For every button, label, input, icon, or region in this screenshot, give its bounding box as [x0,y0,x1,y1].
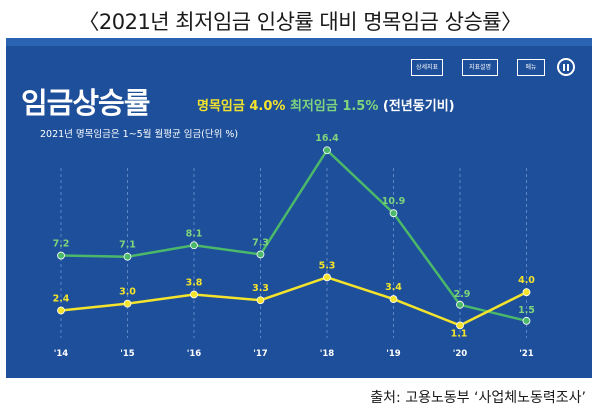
data-point [522,316,531,325]
data-point [57,251,65,260]
data-label: 7.3 [252,237,269,248]
yoy-text: (전년동기비) [382,99,455,114]
data-point [256,250,265,259]
panel-headline: 임금상승률 [21,86,150,120]
series-line [60,148,527,323]
menu-button[interactable]: 메뉴 [517,59,545,76]
x-tick-label: '19 [386,349,401,359]
data-label: 3.8 [186,277,203,288]
data-label: 1.5 [518,305,535,316]
data-point [323,146,331,155]
indicator-description-button[interactable]: 지표설명 [462,59,498,76]
chart-panel: 상세지표 지표설명 메뉴 임금상승률 명목임금 4.0% 최저임금 1.5% (… [6,38,592,378]
detail-indicator-button[interactable]: 상세지표 [411,59,443,76]
data-label: 8.1 [186,228,203,239]
data-point [57,306,65,315]
data-point [190,241,198,250]
x-tick-label: '17 [253,349,268,359]
x-tick-label: '18 [320,349,335,359]
rate-summary: 명목임금 4.0% 최저임금 1.5% (전년동기비) [197,95,455,114]
x-tick-label: '21 [519,349,534,359]
data-point [389,209,398,218]
data-label: 2.9 [454,289,471,300]
data-label: 4.0 [518,275,535,286]
data-label: 16.4 [315,133,339,144]
data-label: 3.3 [252,283,269,294]
data-label: 7.2 [53,239,70,250]
minimum-rate-text: 최저임금 1.5% [289,99,379,114]
pause-icon[interactable] [557,58,575,76]
data-label: 3.0 [119,287,136,298]
nominal-rate-text: 명목임금 4.0% [197,99,286,114]
data-label: 5.3 [319,260,336,271]
x-tick-label: '20 [453,349,468,359]
panel-top-band [6,38,592,46]
chart-caption: 2021년 명목임금은 1~5월 월평균 임금(단위 %) [40,129,239,140]
data-point [522,288,531,297]
source-note: 출처: 고용노동부 ‘사업체노동력조사’ [370,390,586,406]
x-tick-label: '15 [120,349,135,359]
x-tick-label: '14 [54,349,69,359]
data-point [389,295,398,303]
data-point [123,252,132,261]
data-point [256,296,265,305]
data-label: 3.4 [385,282,402,293]
x-tick-label: '16 [187,349,202,359]
line-chart: 7.2 7.1 8.1 7.3 16.4 10.9 2.9 1.5 2.4 3.0 3.8 3.3 5.… [53,133,536,359]
chart-title: 〈2021년 최저임금 인상률 대비 명목임금 상승률〉 [78,10,522,34]
data-label: 2.4 [53,294,70,305]
data-label: 7.1 [119,240,136,251]
data-point [190,290,198,299]
data-label: 1.1 [451,328,468,339]
data-point [123,299,132,308]
data-label: 10.9 [382,196,405,207]
series-line [60,275,528,327]
data-point [456,300,464,309]
data-point [456,321,464,330]
data-point [323,273,331,282]
